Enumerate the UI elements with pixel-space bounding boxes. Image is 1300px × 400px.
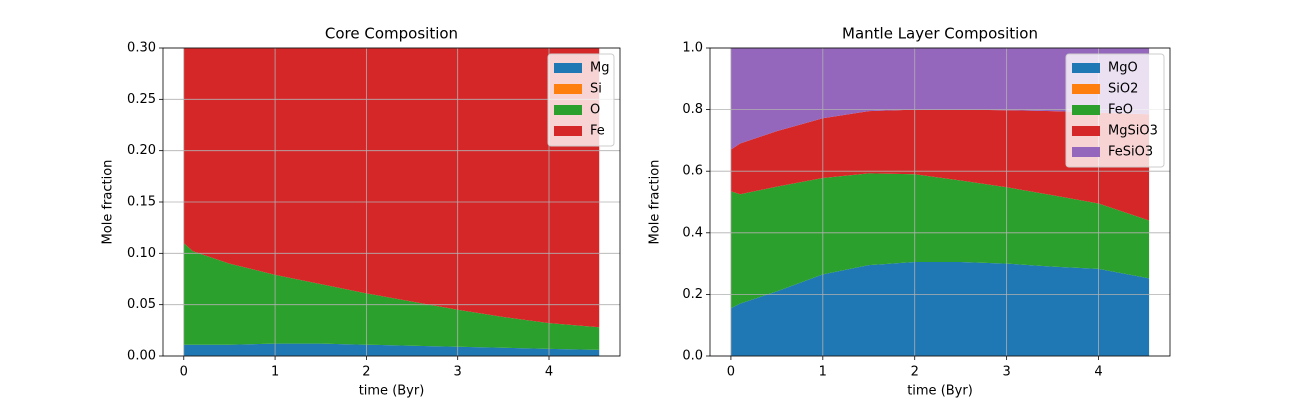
y-tick-label: 0.05	[127, 297, 156, 312]
areas	[730, 48, 1150, 356]
legend-label: FeO	[1108, 103, 1133, 118]
area	[730, 48, 1150, 150]
x-tick-label: 0	[727, 365, 735, 380]
y-tick-label: 0.8	[682, 102, 703, 117]
x-tick-label: 0	[180, 365, 188, 380]
y-tick-label: 0.00	[127, 349, 156, 364]
y-tick-label: 0.6	[682, 164, 703, 179]
legend: MgO SiO2 FeO MgSiO3 FeSiO3	[1065, 53, 1165, 168]
x-axis-label: time (Byr)	[359, 384, 425, 399]
area	[183, 48, 600, 328]
area	[183, 243, 600, 350]
y-tick-label: 1.0	[682, 41, 703, 56]
legend-label: O	[590, 103, 600, 118]
area	[730, 262, 1150, 356]
legend: Mg Si O Fe	[547, 53, 615, 147]
legend-swatch	[554, 105, 582, 115]
x-tick-label: 3	[454, 365, 462, 380]
legend-label: Fe	[590, 124, 605, 139]
legend-swatch	[1072, 105, 1100, 115]
chart: 0 1 2 3 4 0.0 0.2 0.4 0.6 0.8 1.0 Mantle Layer Comp…	[648, 25, 1171, 399]
x-tick-label: 1	[271, 365, 279, 380]
legend-swatch	[554, 63, 582, 73]
legend-label: FeSiO3	[1108, 145, 1153, 160]
chart-title: Core Composition	[325, 25, 458, 43]
x-tick-label: 3	[1002, 365, 1010, 380]
y-axis-label: Mole fraction	[648, 160, 663, 245]
legend-label: SiO2	[1108, 82, 1138, 97]
y-tick-label: 0.2	[682, 287, 703, 302]
axes-frame	[709, 47, 1171, 357]
area	[730, 173, 1150, 309]
y-tick-label: 0.0	[682, 349, 703, 364]
x-tick-label: 2	[362, 365, 370, 380]
x-tick-label: 1	[819, 365, 827, 380]
legend-swatch	[1072, 126, 1100, 136]
legend-swatch	[554, 126, 582, 136]
legend-label: Mg	[590, 61, 609, 76]
y-tick-label: 0.25	[127, 92, 156, 107]
legend-swatch	[1072, 84, 1100, 94]
areas	[183, 48, 600, 356]
y-tick-label: 0.4	[682, 225, 703, 240]
legend-label: MgSiO3	[1108, 124, 1158, 139]
legend-box	[1065, 53, 1165, 168]
legend-box	[547, 53, 615, 147]
legend-swatch	[1072, 63, 1100, 73]
axes-frame	[162, 47, 621, 357]
chart: 0 1 2 3 4 0.00 0.05 0.10 0.15 0.20 0.25 0.30 Core Co…	[101, 25, 621, 399]
x-tick-label: 2	[911, 365, 919, 380]
y-tick-label: 0.20	[127, 143, 156, 158]
y-axis-label: Mole fraction	[101, 160, 116, 245]
legend-swatch	[1072, 147, 1100, 157]
x-axis-label: time (Byr)	[907, 384, 973, 399]
y-tick-label: 0.15	[127, 195, 156, 210]
area	[183, 343, 600, 356]
legend-label: Si	[590, 82, 602, 97]
legend-label: MgO	[1108, 61, 1138, 76]
y-tick-label: 0.10	[127, 246, 156, 261]
chart-title: Mantle Layer Composition	[842, 25, 1038, 43]
y-tick-label: 0.30	[127, 41, 156, 56]
x-tick-label: 4	[1094, 365, 1102, 380]
legend-swatch	[554, 84, 582, 94]
x-tick-label: 4	[545, 365, 553, 380]
area	[730, 109, 1150, 221]
